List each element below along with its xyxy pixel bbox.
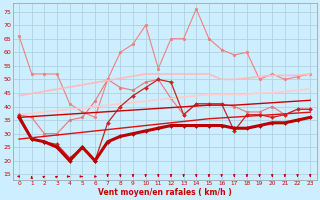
X-axis label: Vent moyen/en rafales ( km/h ): Vent moyen/en rafales ( km/h ) — [98, 188, 231, 197]
